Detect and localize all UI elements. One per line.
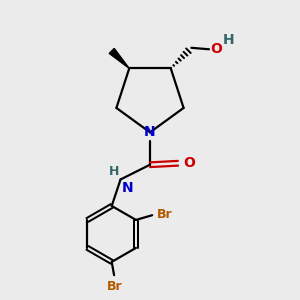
Text: Br: Br	[107, 280, 122, 292]
Text: H: H	[222, 33, 234, 47]
Text: Br: Br	[157, 208, 172, 220]
Text: H: H	[109, 165, 119, 178]
Text: O: O	[183, 156, 195, 170]
Polygon shape	[109, 48, 129, 68]
Text: N: N	[144, 125, 156, 139]
Text: N: N	[122, 181, 134, 195]
Text: O: O	[211, 42, 222, 56]
